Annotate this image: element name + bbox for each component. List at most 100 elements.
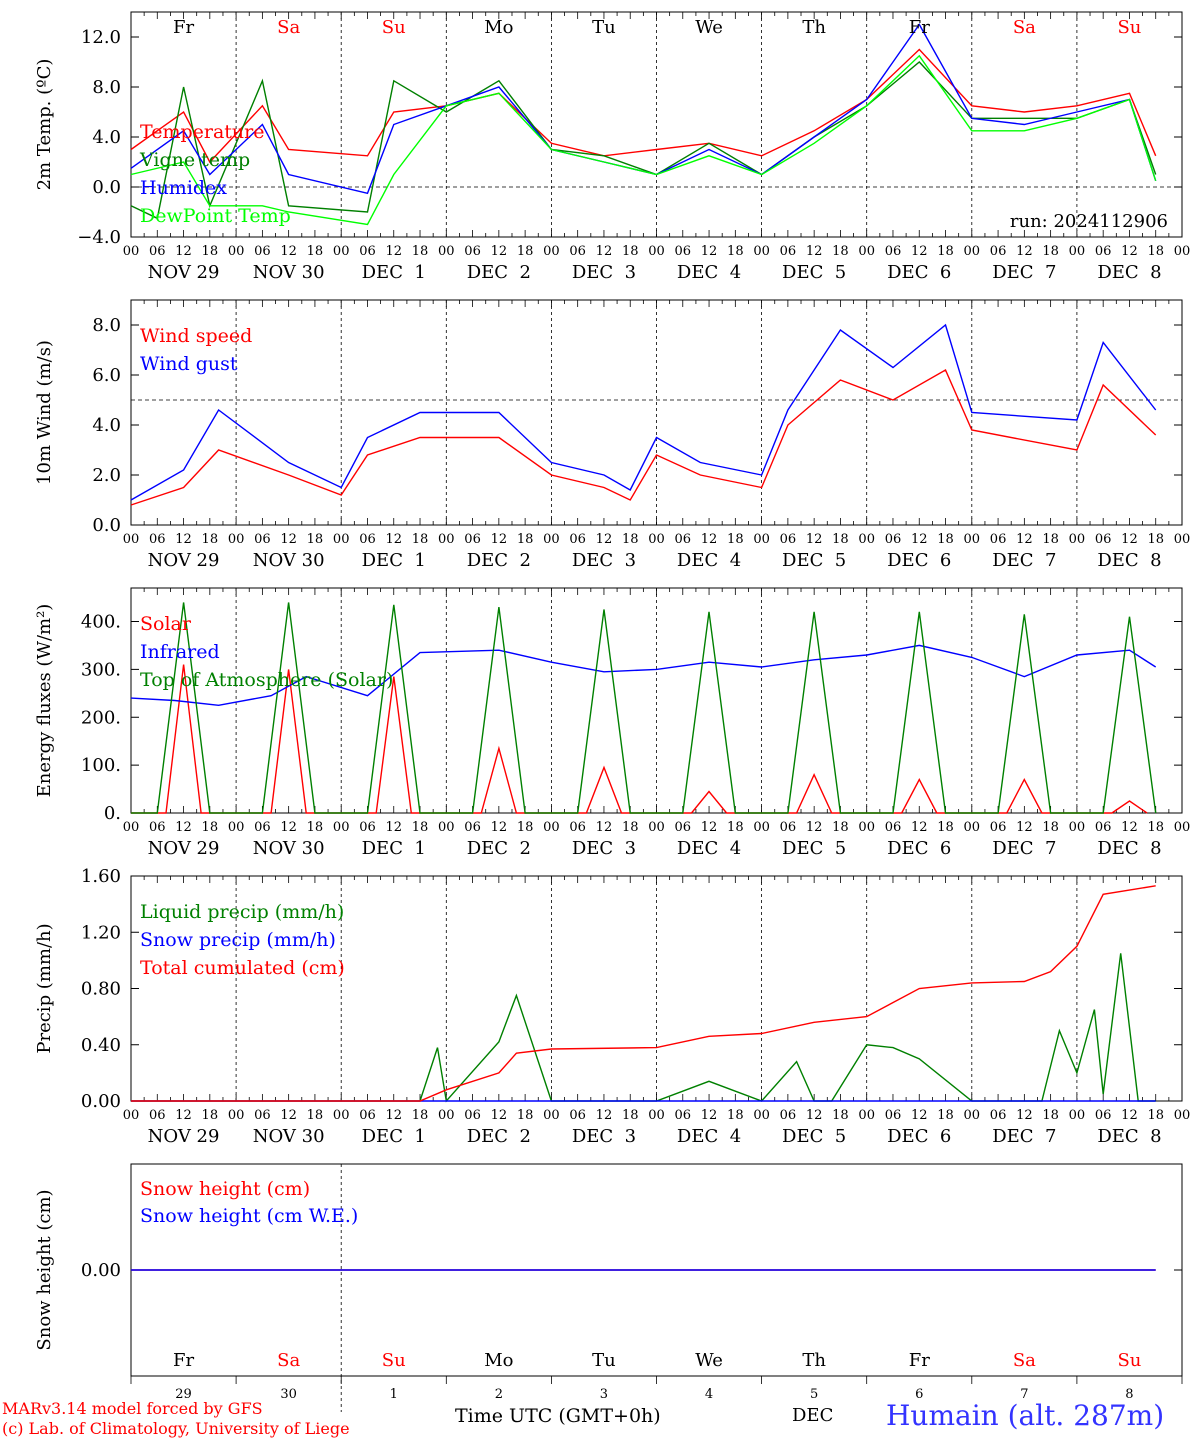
date-label: DEC 2 bbox=[467, 1126, 531, 1147]
x-tick-label: 12 bbox=[175, 532, 192, 547]
x-tick-label: 00 bbox=[648, 1108, 665, 1123]
x-tick-label: 00 bbox=[123, 532, 140, 547]
x-tick-label: 06 bbox=[149, 244, 166, 259]
series-line bbox=[130, 323, 1157, 501]
x-tick-label: 18 bbox=[937, 244, 954, 259]
x-tick-label: 12 bbox=[806, 820, 823, 835]
x-tick-label: 12 bbox=[280, 244, 297, 259]
legend-entry: Wind speed bbox=[140, 325, 252, 347]
date-label: DEC 8 bbox=[1097, 262, 1161, 283]
x-tick-label: 12 bbox=[1016, 820, 1033, 835]
legend-entry: Vigne temp bbox=[139, 149, 250, 171]
legend-entry: Humidex bbox=[140, 177, 227, 199]
x-tick-label: 12 bbox=[385, 244, 402, 259]
date-label: NOV 30 bbox=[253, 262, 325, 283]
date-label: DEC 6 bbox=[887, 550, 951, 571]
x-tick-label: 18 bbox=[1147, 532, 1164, 547]
date-label: DEC 1 bbox=[362, 1126, 426, 1147]
x-tick-label: 00 bbox=[333, 532, 350, 547]
x-tick-label: 06 bbox=[359, 820, 376, 835]
series-line bbox=[131, 602, 1157, 814]
y-tick-label: 12.0 bbox=[81, 27, 121, 48]
x-tick-label: 06 bbox=[990, 1108, 1007, 1123]
time-axis-label: Time UTC (GMT+0h) bbox=[455, 1405, 661, 1427]
x-tick-label: 06 bbox=[464, 1108, 481, 1123]
x-tick-label: 00 bbox=[333, 1108, 350, 1123]
x-tick-label: 06 bbox=[780, 532, 797, 547]
x-tick-label: 06 bbox=[464, 532, 481, 547]
x-tick-label: 18 bbox=[1042, 244, 1059, 259]
day-abbrev: Sa bbox=[1013, 1350, 1036, 1371]
legend-entry: DewPoint Temp bbox=[140, 205, 291, 227]
day-abbrev: Sa bbox=[1013, 17, 1036, 38]
date-label: NOV 29 bbox=[148, 262, 220, 283]
x-tick-label: 12 bbox=[280, 1108, 297, 1123]
x-tick-label: 18 bbox=[937, 820, 954, 835]
x-tick-label: 06 bbox=[1095, 532, 1112, 547]
x-tick-label: 12 bbox=[596, 532, 613, 547]
date-label: DEC 3 bbox=[572, 262, 636, 283]
x-tick-label: 06 bbox=[675, 244, 692, 259]
x-tick-label: 18 bbox=[622, 532, 639, 547]
y-tick-label: 200. bbox=[81, 707, 121, 728]
date-label: DEC 4 bbox=[677, 1126, 741, 1147]
x-tick-label: 12 bbox=[491, 820, 508, 835]
x-tick-label: 06 bbox=[675, 532, 692, 547]
x-tick-label: 12 bbox=[491, 532, 508, 547]
x-tick-label: 06 bbox=[990, 244, 1007, 259]
x-tick-label: 18 bbox=[412, 1108, 429, 1123]
x-tick-label: 00 bbox=[858, 820, 875, 835]
y-tick-label: 6.0 bbox=[92, 365, 121, 386]
x-tick-label: 06 bbox=[780, 244, 797, 259]
panel-2: 00 06 12 18 00 06 12 18 00 06 12 18 00 06 12 18 00 06 12 18… bbox=[34, 299, 1190, 571]
x-tick-label: 00 bbox=[964, 532, 981, 547]
x-tick-label: 00 bbox=[648, 532, 665, 547]
x-tick-label: 18 bbox=[1147, 244, 1164, 259]
date-label: DEC 7 bbox=[992, 550, 1056, 571]
date-label: DEC 8 bbox=[1097, 1126, 1161, 1147]
x-tick-label: 12 bbox=[491, 1108, 508, 1123]
x-tick-label: 06 bbox=[464, 244, 481, 259]
x-tick-label: 12 bbox=[175, 244, 192, 259]
date-label: DEC 3 bbox=[572, 550, 636, 571]
y-tick-label: 0.40 bbox=[81, 1035, 121, 1056]
x-tick-label: 12 bbox=[491, 244, 508, 259]
x-tick-label: 18 bbox=[1147, 1108, 1164, 1123]
date-label: NOV 30 bbox=[253, 550, 325, 571]
y-tick-label: 1.60 bbox=[81, 866, 121, 887]
legend-entry: Infrared bbox=[140, 641, 220, 663]
x-tick-label: 06 bbox=[675, 1108, 692, 1123]
date-label: DEC 2 bbox=[467, 838, 531, 859]
date-label: DEC 5 bbox=[782, 1126, 846, 1147]
date-label: DEC 4 bbox=[677, 550, 741, 571]
y-axis-label: Snow height (cm) bbox=[34, 1189, 55, 1350]
y-tick-label: 0.0 bbox=[92, 177, 121, 198]
date-label: DEC 4 bbox=[677, 838, 741, 859]
day-number: 7 bbox=[1020, 1387, 1028, 1402]
date-label: DEC 8 bbox=[1097, 838, 1161, 859]
legend-entry: Liquid precip (mm/h) bbox=[140, 901, 344, 923]
date-label: DEC 1 bbox=[362, 838, 426, 859]
x-tick-label: 12 bbox=[596, 1108, 613, 1123]
x-tick-label: 18 bbox=[307, 820, 324, 835]
day-number: 2 bbox=[495, 1387, 503, 1402]
legend-entry: Snow precip (mm/h) bbox=[140, 929, 336, 951]
x-tick-label: 00 bbox=[438, 532, 455, 547]
y-tick-label: 100. bbox=[81, 755, 121, 776]
x-tick-label: 18 bbox=[622, 820, 639, 835]
x-tick-label: 00 bbox=[753, 532, 770, 547]
x-tick-label: 00 bbox=[753, 244, 770, 259]
x-tick-label: 12 bbox=[1016, 244, 1033, 259]
x-tick-label: 18 bbox=[832, 244, 849, 259]
x-tick-label: 12 bbox=[911, 244, 928, 259]
x-tick-label: 12 bbox=[701, 244, 718, 259]
x-tick-label: 00 bbox=[1069, 532, 1086, 547]
x-tick-label: 06 bbox=[569, 1108, 586, 1123]
x-tick-label: 06 bbox=[885, 820, 902, 835]
x-tick-label: 00 bbox=[438, 244, 455, 259]
x-tick-label: 00 bbox=[1174, 1108, 1191, 1123]
x-tick-label: 12 bbox=[911, 532, 928, 547]
x-tick-label: 18 bbox=[727, 1108, 744, 1123]
x-tick-label: 00 bbox=[648, 244, 665, 259]
x-tick-label: 18 bbox=[202, 244, 219, 259]
